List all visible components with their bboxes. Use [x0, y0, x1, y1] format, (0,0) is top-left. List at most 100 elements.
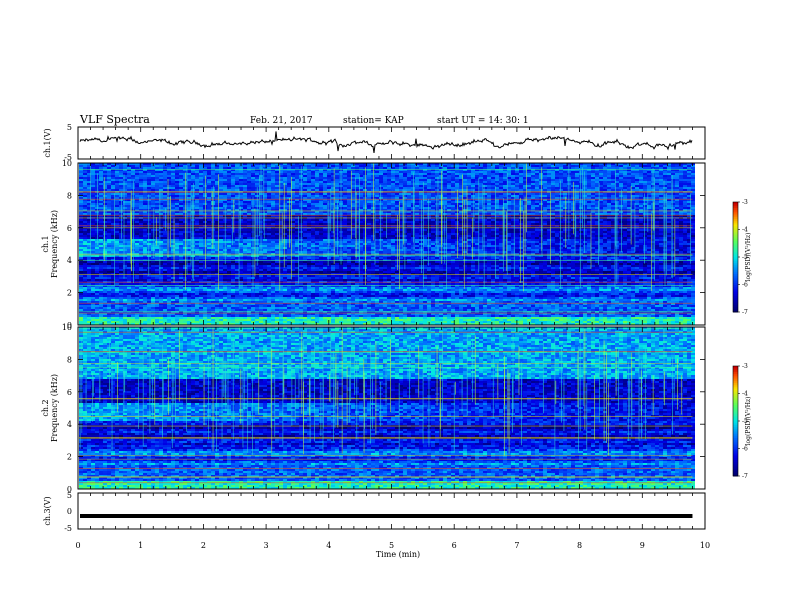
spectrogram-cell: [371, 189, 375, 191]
spectrogram-cell: [463, 187, 467, 189]
spectrogram-cell: [471, 179, 475, 181]
spectrogram-cell: [367, 187, 371, 189]
spectrogram-cell: [639, 181, 643, 183]
spectrogram-cell: [531, 165, 535, 167]
spectrogram-cell: [691, 183, 695, 185]
spectrogram-cell: [483, 173, 487, 175]
spectrogram-cell: [491, 167, 495, 169]
spectrogram-cell: [683, 185, 687, 187]
spectrogram-cell: [239, 171, 243, 173]
spectrogram-cell: [183, 193, 187, 195]
spectrogram-cell: [631, 171, 635, 173]
spectrogram-cell: [527, 185, 531, 187]
spectrogram-cell: [407, 179, 411, 181]
spectrogram-cell: [659, 165, 663, 167]
spectrogram-cell: [207, 175, 211, 177]
spectrogram-cell: [551, 185, 555, 187]
spectrogram-cell: [211, 189, 215, 191]
spectrogram-cell: [163, 195, 167, 197]
spectrogram-cell: [287, 177, 291, 179]
spectrogram-cell: [347, 167, 351, 169]
spectrogram-cell: [547, 165, 551, 167]
spectrogram-cell: [171, 167, 175, 169]
spectrogram-cell: [507, 167, 511, 169]
spectrogram-cell: [527, 183, 531, 185]
spectrogram-cell: [659, 175, 663, 177]
spectrogram-cell: [227, 171, 231, 173]
spectrogram-cell: [647, 175, 651, 177]
spectrogram-cell: [311, 165, 315, 167]
spectrogram-cell: [243, 187, 247, 189]
spectrogram-cell: [639, 175, 643, 177]
spectrogram-cell: [211, 177, 215, 179]
spectrogram-cell: [375, 189, 379, 191]
spectrogram-cell: [447, 171, 451, 173]
spectrogram-cell: [387, 167, 391, 169]
spectrogram-cell: [315, 173, 319, 175]
spectrogram-cell: [139, 179, 143, 181]
spectrogram-cell: [119, 167, 123, 169]
spectrogram-cell: [119, 179, 123, 181]
spectrogram-cell: [179, 171, 183, 173]
spectrogram-cell: [559, 193, 563, 195]
spectrogram-cell: [475, 183, 479, 185]
spectrogram-cell: [315, 177, 319, 179]
spectrogram-cell: [587, 167, 591, 169]
spectrogram-cell: [535, 185, 539, 187]
spectrogram-cell: [227, 183, 231, 185]
spectrogram-cell: [251, 175, 255, 177]
spectrogram-cell: [127, 171, 131, 173]
spectrogram-cell: [395, 185, 399, 187]
spectrogram-cell: [159, 183, 163, 185]
spectrogram-cell: [647, 189, 651, 191]
spectrogram-cell: [543, 177, 547, 179]
spectrogram-cell: [231, 167, 235, 169]
spectrogram-cell: [531, 189, 535, 191]
spectrogram-cell: [563, 167, 567, 169]
spectrogram-cell: [131, 183, 135, 185]
spectrogram-cell: [475, 185, 479, 187]
spectrogram-cell: [367, 173, 371, 175]
spectrogram-cell: [383, 189, 387, 191]
spectrogram-cell: [115, 179, 119, 181]
spectrogram-cell: [95, 171, 99, 173]
spectrogram-cell: [527, 189, 531, 191]
spectrogram-cell: [371, 185, 375, 187]
spectrogram-cell: [123, 173, 127, 175]
spectrogram-cell: [547, 177, 551, 179]
spectrogram-cell: [283, 179, 287, 181]
spectrogram-cell: [291, 167, 295, 169]
spectrogram-cell: [95, 187, 99, 189]
spectrogram-cell: [559, 165, 563, 167]
spectrogram-cell: [231, 193, 235, 195]
spectrogram-cell: [287, 167, 291, 169]
spectrogram-cell: [515, 189, 519, 191]
spectrogram-cell: [155, 185, 159, 187]
spectrogram-cell: [519, 183, 523, 185]
spectrogram-cell: [143, 185, 147, 187]
spectrogram-cell: [99, 171, 103, 173]
spectrogram-cell: [211, 171, 215, 173]
spectrogram-cell: [491, 183, 495, 185]
spectrogram-cell: [111, 171, 115, 173]
spectrogram-cell: [283, 183, 287, 185]
spectrogram-cell: [475, 167, 479, 169]
spectrogram-cell: [431, 175, 435, 177]
spectrogram-cell: [119, 187, 123, 189]
spectrogram-cell: [95, 173, 99, 175]
spectrogram-cell: [107, 185, 111, 187]
spectrogram-cell: [551, 193, 555, 195]
spectrogram-cell: [683, 165, 687, 167]
spectrogram-cell: [659, 179, 663, 181]
spectrogram-cell: [319, 187, 323, 189]
spectrogram-cell: [347, 187, 351, 189]
spectrogram-cell: [407, 173, 411, 175]
spectrogram-cell: [123, 175, 127, 177]
spectrogram-cell: [595, 167, 599, 169]
spectrogram-cell: [691, 177, 695, 179]
spectrogram-cell: [571, 189, 575, 191]
spectrogram-cell: [627, 173, 631, 175]
spectrogram-cell: [271, 177, 275, 179]
ch1-ytick-top: 5: [67, 123, 72, 132]
spectrogram-cell: [287, 193, 291, 195]
